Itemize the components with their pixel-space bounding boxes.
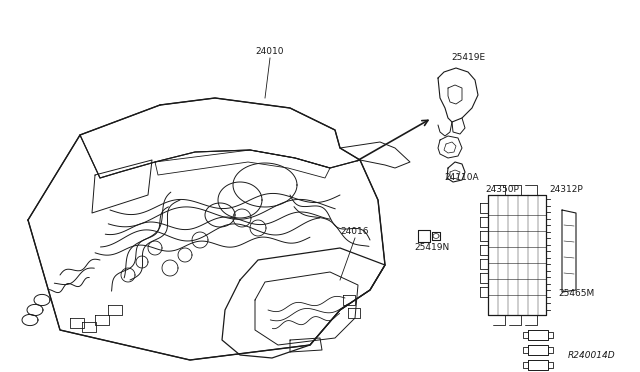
- Text: 25465M: 25465M: [558, 289, 595, 298]
- Text: 25419N: 25419N: [414, 244, 450, 253]
- Text: R240014D: R240014D: [568, 350, 615, 359]
- Text: 24312P: 24312P: [549, 186, 583, 195]
- Text: 24350P: 24350P: [485, 186, 519, 195]
- Text: 24016: 24016: [340, 228, 369, 237]
- Text: 24010: 24010: [256, 48, 284, 57]
- Text: 25419E: 25419E: [451, 54, 485, 62]
- Text: 24110A: 24110A: [445, 173, 479, 183]
